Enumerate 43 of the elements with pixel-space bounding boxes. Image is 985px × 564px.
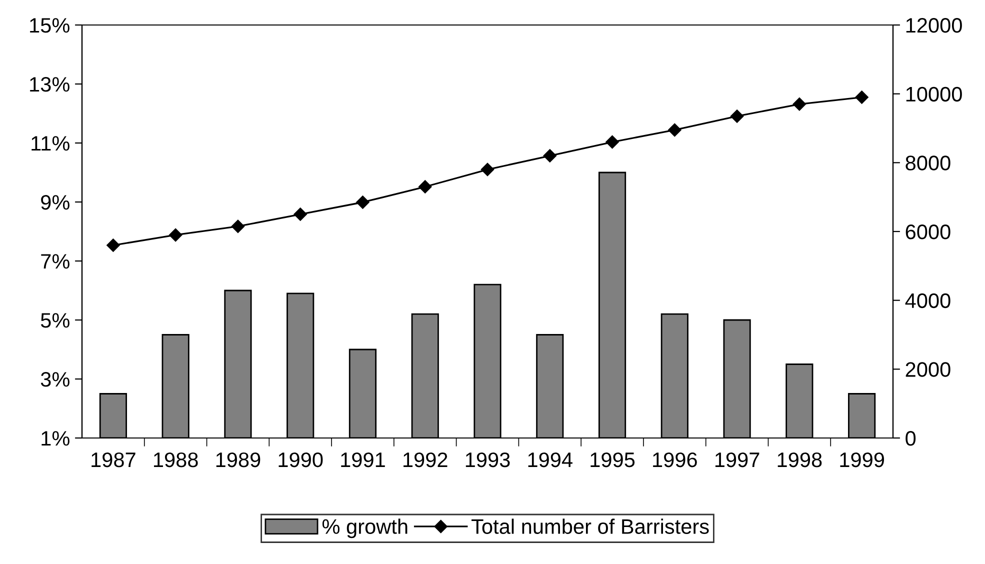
y2-tick-label: 6000	[906, 224, 950, 240]
point	[480, 162, 494, 176]
y-tick-label: 7%	[41, 254, 70, 269]
legend-label: Total number of Barristers	[472, 518, 709, 534]
x-tick-label: 1988	[154, 452, 198, 468]
x-tick-label: 1989	[216, 452, 260, 468]
x-tick-label: 1999	[840, 452, 884, 468]
point	[168, 228, 182, 242]
y-tick-label: 3%	[40, 372, 70, 387]
x-tick-label: 1997	[715, 452, 760, 468]
point	[855, 90, 868, 104]
x-tick-label: 1990	[278, 452, 323, 468]
x-tick-label: 1995	[590, 452, 635, 468]
point	[668, 123, 682, 137]
y-tick-label: 1%	[42, 431, 70, 446]
point	[606, 135, 619, 149]
x-tick-label: 1991	[341, 452, 385, 468]
y2-tick-label: 0	[906, 431, 916, 446]
y-tick-label: 11%	[32, 136, 70, 151]
y-tick-label: 5%	[40, 313, 70, 328]
point	[356, 196, 370, 209]
x-tick-label: 1998	[778, 452, 822, 468]
y-tick-label: 13%	[30, 77, 70, 92]
point	[418, 180, 432, 194]
x-tick-label: 1992	[404, 452, 448, 468]
point	[543, 149, 556, 162]
x-tick-label: 1996	[653, 452, 697, 468]
x-tick-label: 1994	[528, 452, 572, 468]
y2-tick-label: 12000	[906, 18, 962, 33]
point	[294, 208, 307, 221]
y2-tick-label: 8000	[906, 156, 950, 170]
y-tick-label: 15%	[30, 18, 70, 33]
x-tick-label: 1987	[92, 452, 136, 468]
y2-tick-label: 2000	[906, 362, 950, 377]
point	[730, 110, 744, 123]
legend-label: % growth	[322, 518, 408, 538]
point	[231, 220, 245, 233]
y2-tick-label: 10000	[906, 86, 962, 102]
y2-tick-label: 4000	[905, 293, 950, 308]
y-tick-label: 9%	[41, 195, 70, 210]
point	[106, 238, 120, 252]
point	[792, 98, 806, 111]
x-tick-label: 1993	[466, 452, 510, 468]
